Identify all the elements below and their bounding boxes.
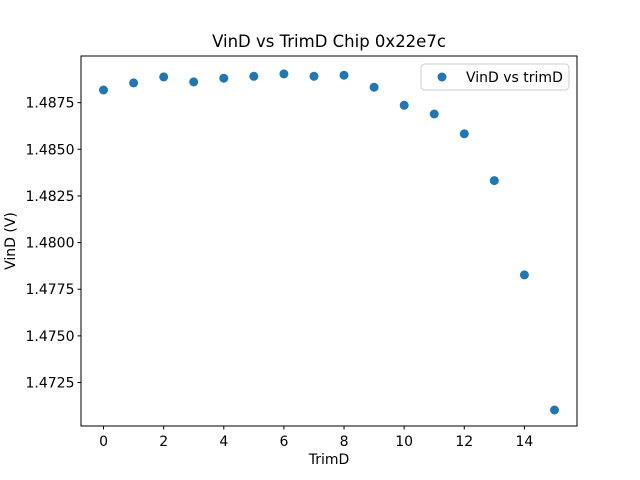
- y-tick-label: 1.4750: [26, 329, 75, 345]
- scatter-points: [99, 69, 559, 415]
- axes-frame: [80, 55, 578, 427]
- data-point: [399, 100, 409, 110]
- data-point: [459, 129, 469, 139]
- data-point: [550, 405, 559, 415]
- y-tick-label: 1.4850: [26, 142, 75, 158]
- y-axis-label: VinD (V): [3, 212, 19, 270]
- data-point: [339, 70, 349, 80]
- y-tick-label: 1.4800: [26, 236, 75, 252]
- x-tick-label: 12: [455, 434, 473, 450]
- chart-title: VinD vs TrimD Chip 0x22e7c: [212, 32, 446, 51]
- x-tick-label: 2: [159, 434, 168, 450]
- x-axis-label: TrimD: [308, 452, 350, 468]
- data-point: [279, 69, 289, 79]
- data-point: [309, 71, 319, 81]
- legend-marker-icon: [437, 72, 447, 82]
- tick-marks: 0 2 4 6 8 10 12 14 1.4725 1.4750 1.4775 1.4800 1.482…: [26, 96, 534, 450]
- data-point: [429, 109, 439, 119]
- data-point: [249, 71, 259, 81]
- x-tick-label: 0: [99, 434, 108, 450]
- y-tick-label: 1.4775: [26, 282, 75, 298]
- data-point: [489, 176, 499, 186]
- x-tick-label: 10: [395, 434, 413, 450]
- legend: VinD vs trimD: [420, 63, 570, 91]
- x-tick-label: 8: [340, 434, 349, 450]
- axes-spines: [80, 55, 578, 427]
- y-tick-label: 1.4725: [26, 376, 75, 392]
- x-tick-label: 4: [219, 434, 228, 450]
- x-tick-label: 6: [279, 434, 288, 450]
- data-point: [189, 77, 199, 87]
- data-point: [219, 73, 229, 83]
- y-tick-label: 1.4825: [26, 189, 75, 205]
- data-point: [369, 82, 379, 92]
- x-tick-label: 14: [515, 434, 533, 450]
- data-point: [99, 85, 108, 95]
- legend-frame: [420, 63, 570, 91]
- data-point: [129, 78, 139, 88]
- legend-label: VinD vs trimD: [466, 70, 563, 86]
- y-tick-label: 1.4875: [26, 96, 75, 112]
- data-point: [519, 270, 529, 280]
- data-point: [159, 72, 169, 82]
